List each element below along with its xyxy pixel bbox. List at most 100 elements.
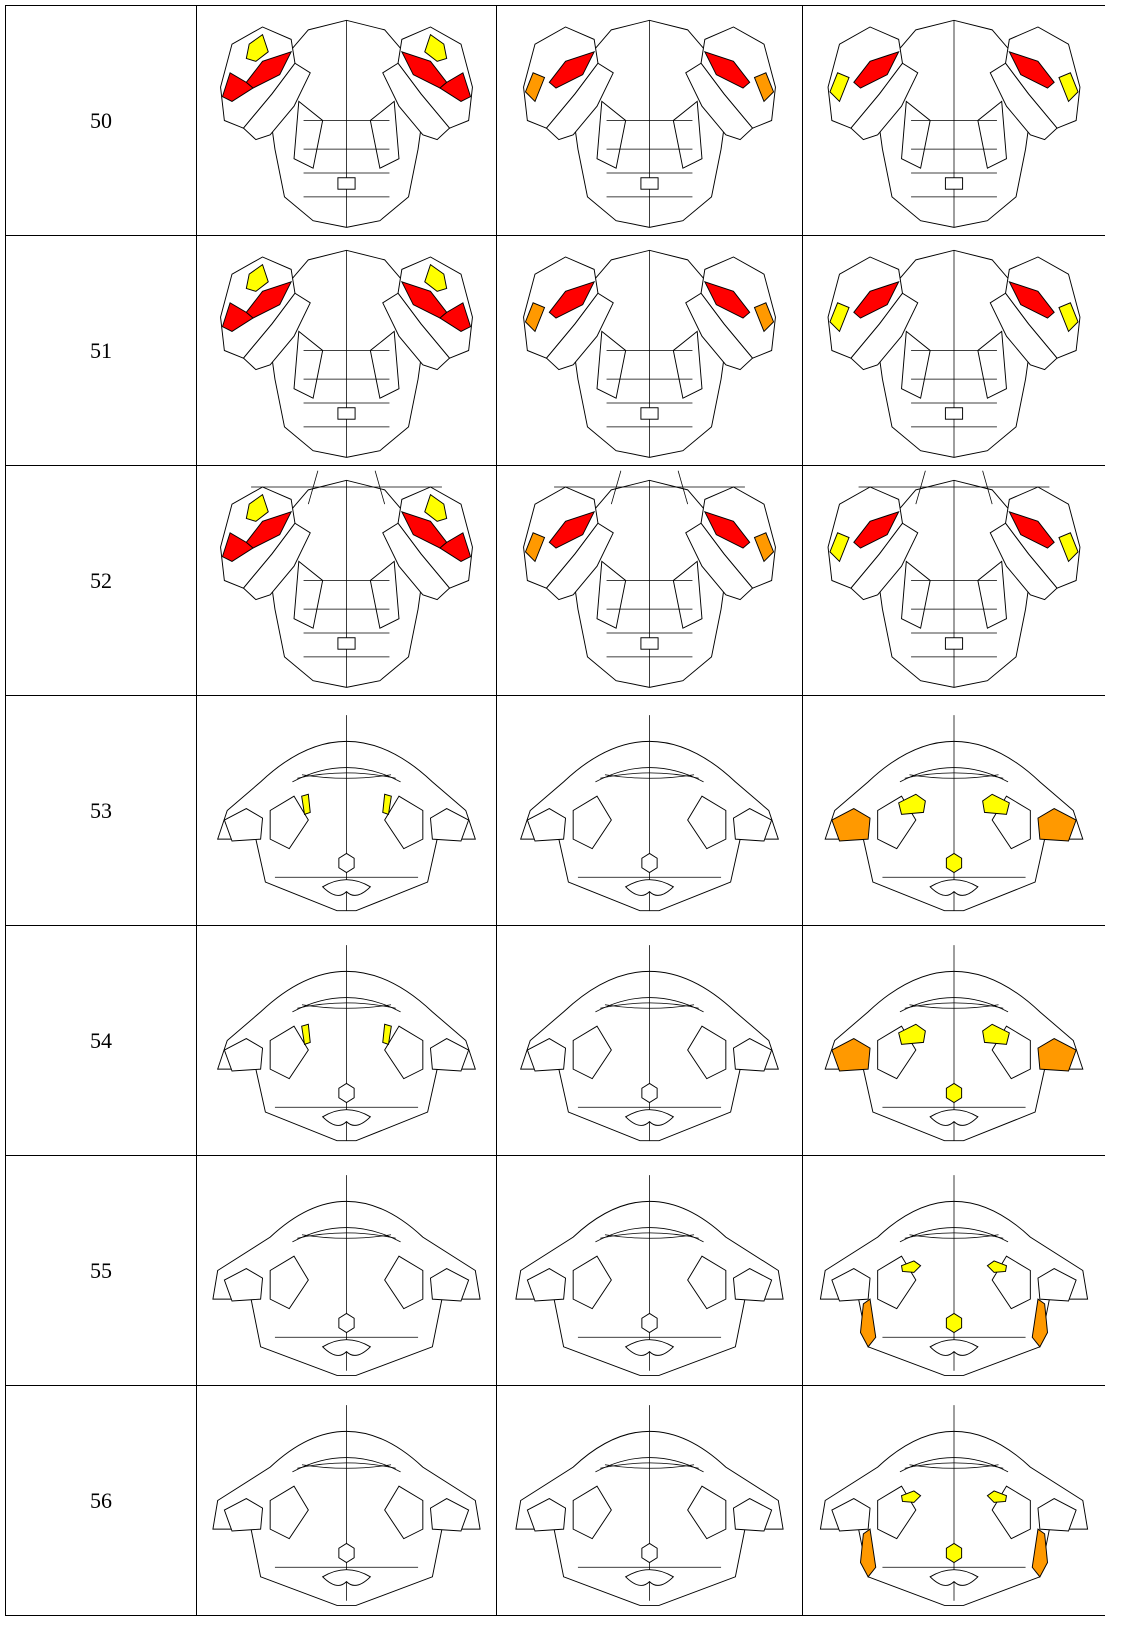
image-cell: [496, 465, 803, 696]
image-cell: [496, 695, 803, 926]
lateral-lobe: [223, 1038, 264, 1072]
highlight-red: [548, 510, 596, 549]
brain-diagram: [520, 715, 779, 912]
highlight-outer: [524, 302, 546, 333]
lateral-lobe: [223, 1498, 264, 1532]
highlight-outer: [753, 72, 775, 103]
brain-diagram: [515, 1175, 784, 1376]
segment: [384, 795, 424, 850]
sulcus: [977, 100, 1007, 169]
highlight-yellow: [986, 1490, 1008, 1503]
highlight-outer: [245, 263, 269, 292]
outline-line: [374, 470, 386, 505]
brain-diagram: [827, 249, 1081, 458]
brain-diagram: [220, 470, 473, 688]
sulcus: [672, 100, 703, 169]
brain-diagram: [212, 1405, 481, 1606]
segment: [269, 1255, 309, 1310]
outline-line: [610, 470, 622, 505]
sulcus: [596, 100, 627, 169]
lobe-inner: [989, 522, 1058, 601]
row-label: 51: [5, 235, 197, 466]
marker: [640, 637, 659, 650]
sulcus: [596, 560, 627, 629]
lateral-lobe: [429, 1268, 470, 1302]
lateral-lobe: [732, 808, 773, 842]
highlight-red: [853, 50, 900, 89]
center-marker: [338, 1542, 355, 1564]
highlight-orange: [860, 1528, 877, 1578]
highlight-red: [439, 302, 472, 332]
lateral-lobe: [1037, 1498, 1077, 1532]
bottom-lobes: [929, 879, 979, 896]
lobe-inner: [382, 522, 451, 601]
highlight-outer: [424, 33, 448, 62]
brain-diagram: [819, 1405, 1089, 1606]
brain-diagram: [212, 1175, 481, 1376]
lobe-inner: [242, 62, 311, 141]
bottom-lobes: [624, 1569, 675, 1586]
lobe-inner: [382, 62, 451, 141]
highlight-orange: [860, 1298, 877, 1348]
highlight-bottom: [945, 1542, 963, 1564]
image-cell: [496, 5, 803, 236]
brain-diagram: [220, 249, 473, 458]
lateral-lobe: [732, 1498, 773, 1532]
sulcus: [901, 100, 931, 169]
brain-diagram: [523, 470, 776, 688]
segment: [687, 1025, 727, 1080]
highlight-outer: [1058, 302, 1079, 333]
lateral-lobe: [831, 1038, 871, 1072]
image-cell: [802, 5, 1105, 236]
sulcus: [672, 560, 703, 629]
brain-diagram: [827, 19, 1081, 228]
lobe-inner: [850, 522, 919, 601]
lobe-inner: [685, 62, 754, 141]
highlight-outer: [753, 532, 775, 563]
sulcus: [369, 100, 400, 169]
bottom-lobes: [929, 1339, 979, 1356]
lateral-lobe: [429, 1498, 470, 1532]
sulcus: [293, 100, 324, 169]
highlight-outer: [245, 493, 269, 522]
lateral-lobe: [526, 1268, 567, 1302]
highlight-red: [1008, 280, 1055, 319]
lobe-inner: [989, 292, 1058, 371]
image-cell: [196, 465, 497, 696]
image-cell: [496, 1385, 803, 1616]
segment: [269, 1485, 309, 1540]
segment: [991, 1255, 1031, 1310]
sulcus: [901, 560, 931, 629]
image-cell: [802, 465, 1105, 696]
brain-diagram: [827, 470, 1081, 688]
outline-line: [982, 470, 993, 505]
brain-diagram: [523, 249, 776, 458]
image-cell: [802, 1385, 1105, 1616]
highlight-yellow: [982, 793, 1010, 815]
brain-diagram: [819, 1175, 1089, 1376]
brain-diagram: [523, 19, 776, 228]
bottom-lobes: [321, 1339, 372, 1356]
center-marker: [641, 1082, 658, 1104]
figure-table: 50 51 52 53 54 55 56: [5, 5, 1105, 1616]
center-marker: [338, 852, 355, 874]
center-marker: [641, 1312, 658, 1334]
row-label: 55: [5, 1155, 197, 1386]
bottom-lobes: [321, 1569, 372, 1586]
highlight-yellow: [900, 1260, 922, 1273]
sulcus: [901, 330, 931, 399]
marker: [944, 407, 964, 420]
marker: [640, 177, 659, 190]
brain-diagram: [520, 945, 779, 1142]
marker: [337, 177, 356, 190]
lobe-inner: [545, 292, 614, 371]
sulcus: [369, 560, 400, 629]
lobe-inner: [685, 522, 754, 601]
segment: [384, 1255, 424, 1310]
image-cell: [802, 695, 1105, 926]
lateral-lobe: [732, 1038, 773, 1072]
lateral-lobe: [526, 1498, 567, 1532]
segment: [991, 795, 1031, 850]
image-cell: [802, 1155, 1105, 1386]
image-cell: [196, 235, 497, 466]
